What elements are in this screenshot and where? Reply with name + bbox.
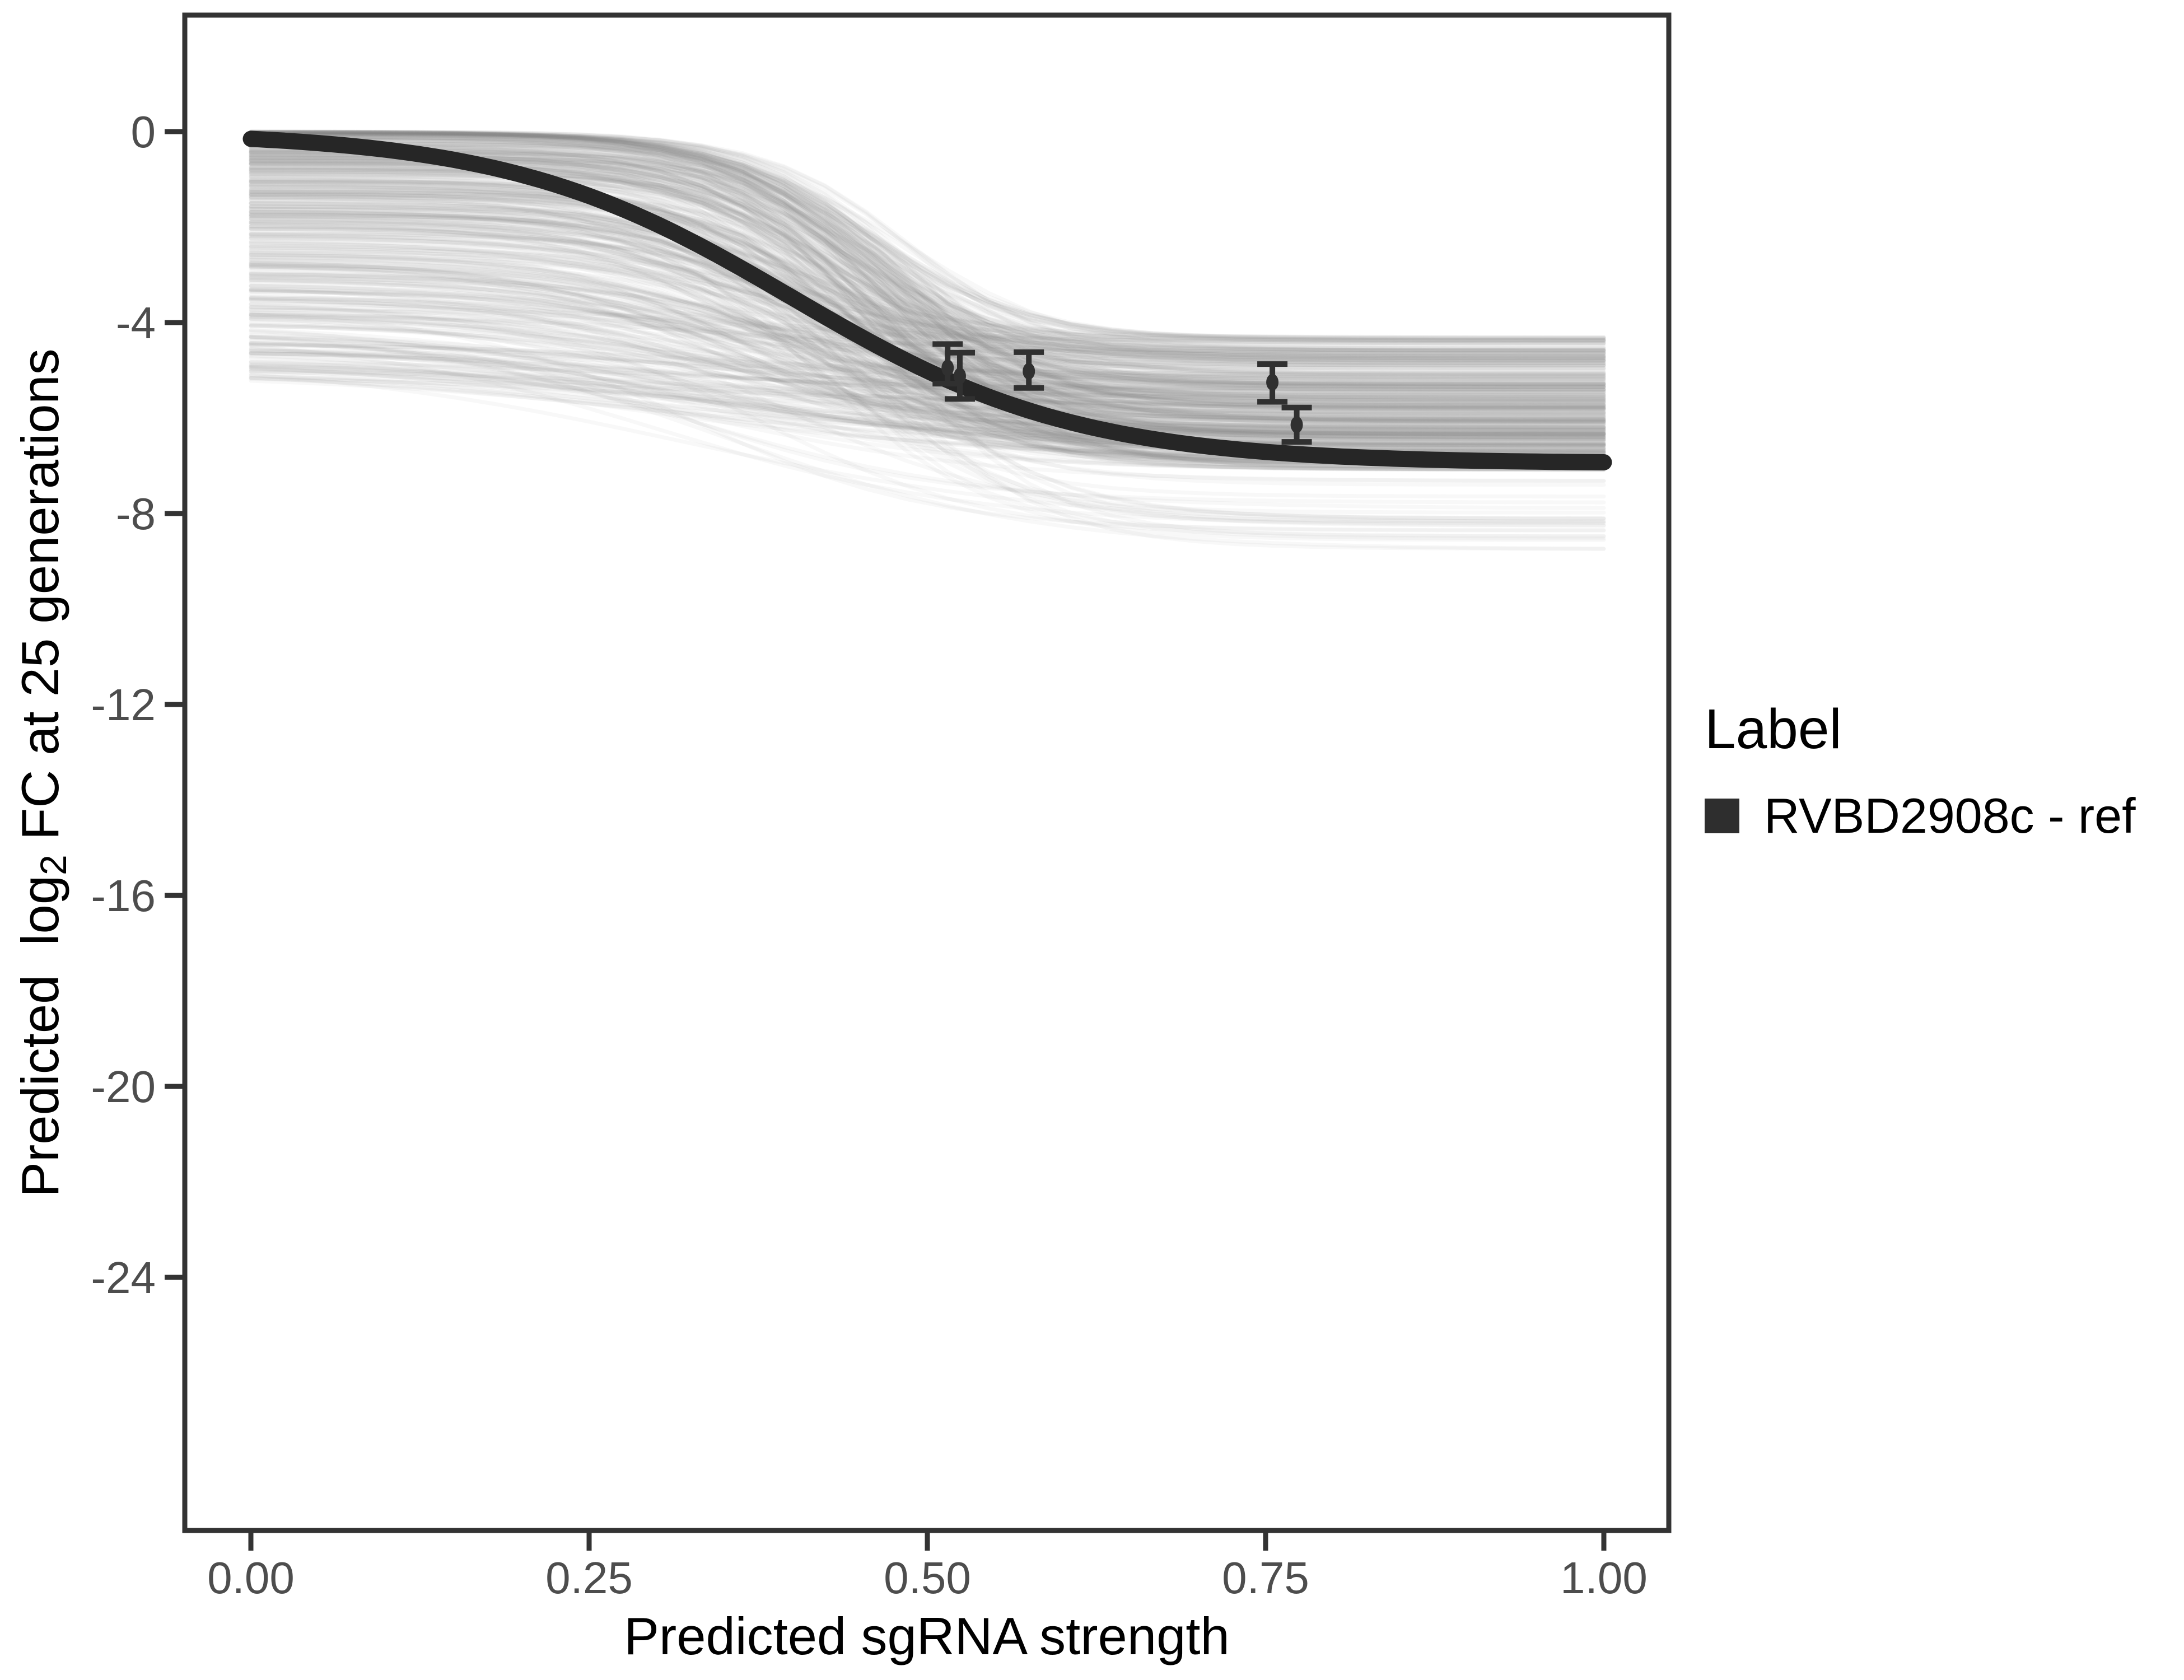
y-tick-label: -20 [91,1062,156,1112]
error-bar-point [1257,361,1288,405]
y-axis-title-subscript: 2 [32,855,74,875]
error-bars [932,341,1312,445]
error-bar-point [944,349,975,402]
y-axis-title: Predicted log2 FC at 25 generations [1,213,80,1333]
x-tick-label: 0.25 [545,1553,633,1603]
legend-item-label: RVBD2908c - ref [1764,788,2136,843]
x-tick-label: 0.50 [884,1553,971,1603]
y-tick-label: -4 [116,298,156,348]
legend-title: Label [1705,698,1842,760]
y-tick-label: -12 [91,680,156,730]
y-axis-ticks: 0 -4 -8 -12 -16 -20 -24 [91,107,185,1303]
ensemble-lines [249,129,1606,551]
x-tick-label: 1.00 [1560,1553,1648,1603]
y-axis-title-pre: Predicted log [11,875,69,1197]
x-tick-label: 0.00 [207,1553,295,1603]
fit-curve [242,130,1612,470]
y-axis-title-post: FC at 25 generations [11,348,69,855]
error-bar-point [1014,349,1044,391]
x-axis-title: Predicted sgRNA strength [624,1607,1230,1665]
legend-item: RVBD2908c - ref [1705,787,2136,844]
x-tick-label: 0.75 [1222,1553,1309,1603]
y-tick-label: -16 [91,871,156,921]
legend: Label RVBD2908c - ref [1705,699,2136,844]
y-tick-label: 0 [131,107,156,157]
y-tick-label: -24 [91,1253,156,1303]
error-bar-point [1281,404,1312,445]
x-axis-ticks: 0.00 0.25 0.50 0.75 1.00 [207,1530,1648,1603]
legend-key-square-icon [1705,799,1739,833]
y-tick-label: -8 [116,489,156,539]
